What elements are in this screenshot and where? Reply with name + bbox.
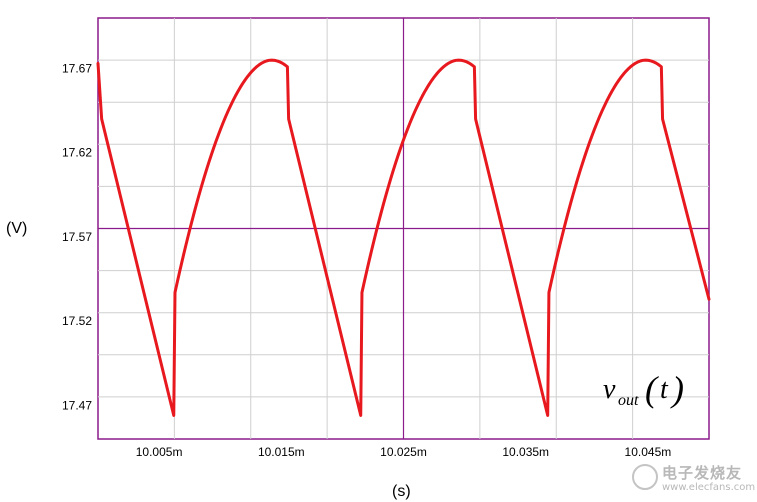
x-tick-label: 10.015m — [258, 445, 305, 459]
y-tick-label: 17.47 — [62, 398, 92, 412]
legend-base: v — [603, 374, 616, 405]
series-line — [96, 58, 711, 417]
x-tick-label: 10.035m — [502, 445, 549, 459]
legend-label: v out ( t ) — [603, 369, 684, 409]
legend-arg: t — [660, 374, 669, 405]
watermark: 电子发烧友 www.elecfans.com — [632, 462, 756, 498]
y-tick-label: 17.62 — [62, 146, 92, 160]
y-axis-label: (V) — [6, 220, 27, 237]
x-tick-label: 10.045m — [625, 445, 672, 459]
y-tick-label: 17.52 — [62, 314, 92, 328]
x-axis-label: (s) — [392, 483, 411, 500]
y-tick-label: 17.67 — [62, 62, 92, 76]
x-tick-labels: 10.005m 10.015m 10.025m 10.035m 10.045m — [136, 445, 672, 459]
legend-paren-close: ) — [670, 369, 684, 409]
watermark-chinese: 电子发烧友 — [662, 464, 743, 482]
y-tick-label: 17.57 — [62, 230, 92, 244]
x-tick-label: 10.005m — [136, 445, 183, 459]
y-tick-labels: 17.47 17.52 17.57 17.62 17.67 — [62, 62, 92, 413]
legend-subscript: out — [618, 392, 639, 409]
watermark-url: www.elecfans.com — [662, 482, 756, 493]
watermark-logo-icon — [632, 464, 658, 490]
legend-paren-open: ( — [645, 369, 659, 409]
x-tick-label: 10.025m — [380, 445, 427, 459]
